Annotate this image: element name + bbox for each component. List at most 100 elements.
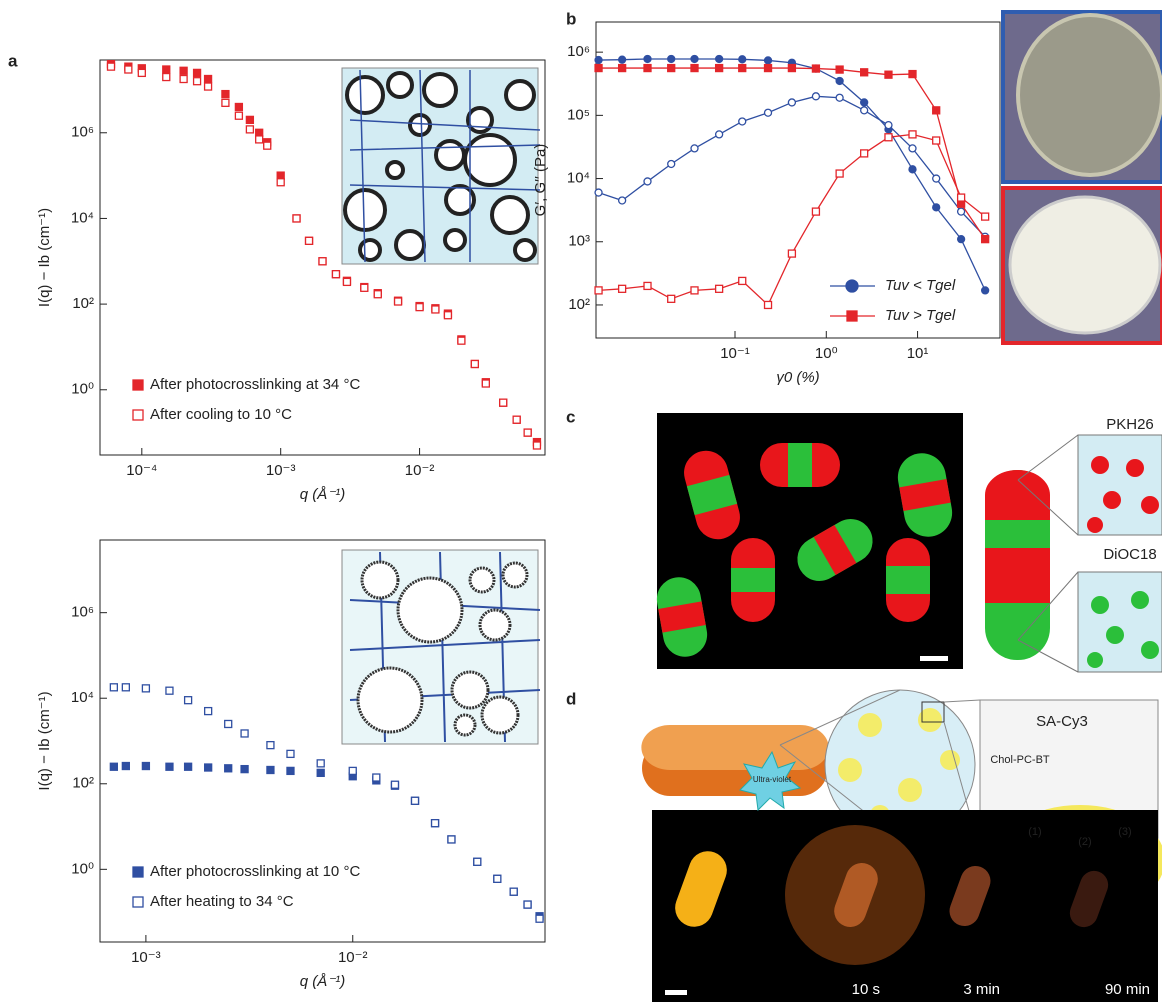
point (163, 74, 170, 81)
legend-label: Tuv < Tgel (885, 277, 956, 294)
point (716, 131, 723, 138)
point (885, 134, 892, 141)
point (287, 767, 294, 774)
point (277, 172, 284, 179)
point (185, 763, 192, 770)
y-tick-label: 10⁴ (71, 209, 94, 226)
panel-label: d (566, 689, 576, 708)
point (391, 781, 398, 788)
panel-label: b (566, 9, 576, 28)
label: Chol-PC-BT (990, 754, 1050, 766)
point (225, 720, 232, 727)
point (267, 766, 274, 773)
point (982, 236, 989, 243)
point (958, 194, 965, 201)
point (471, 360, 478, 367)
point (958, 208, 965, 215)
point (343, 278, 350, 285)
point (180, 76, 187, 83)
y-tick-label: 10⁴ (567, 170, 590, 187)
point (885, 71, 892, 78)
point (691, 145, 698, 152)
point (836, 66, 843, 73)
x-axis-label: q (Å⁻¹) (300, 973, 345, 990)
y-tick-label: 10⁰ (71, 860, 94, 877)
y-tick-label: 10² (72, 775, 94, 792)
label: (2) (1078, 836, 1091, 848)
x-tick-label: 10⁻³ (266, 462, 296, 479)
point (432, 306, 439, 313)
label: SA-Cy3 (1036, 713, 1088, 730)
point (982, 287, 989, 294)
point (909, 131, 916, 138)
point (691, 55, 698, 62)
y-tick-label: 10⁰ (71, 381, 94, 398)
point (194, 78, 201, 85)
legend-label: After heating to 34 °C (150, 893, 294, 910)
point (836, 77, 843, 84)
y-axis-label: G′, G′′ (Pa) (532, 144, 549, 217)
point (166, 763, 173, 770)
point (205, 76, 212, 83)
point (619, 285, 626, 292)
point (166, 687, 173, 694)
point (668, 65, 675, 72)
y-tick-label: 10² (568, 296, 590, 313)
point (138, 69, 145, 76)
label: 10 s (852, 981, 880, 998)
point (222, 91, 229, 98)
point (644, 282, 651, 289)
legend-marker (133, 410, 143, 420)
point (205, 708, 212, 715)
point (267, 742, 274, 749)
x-tick-label: 10⁻³ (131, 949, 161, 966)
point (668, 295, 675, 302)
x-tick-label: 10⁻¹ (720, 345, 750, 362)
point (194, 69, 201, 76)
point (885, 122, 892, 129)
point (319, 258, 326, 265)
point (595, 65, 602, 72)
inset-bottom (342, 550, 540, 744)
panel-label: c (566, 407, 575, 426)
legend-label: Tuv > Tgel (885, 307, 956, 324)
point (536, 915, 543, 922)
point (909, 145, 916, 152)
label: PKH26 (1106, 416, 1154, 433)
x-axis-label: q (Å⁻¹) (300, 486, 345, 503)
point (374, 291, 381, 298)
point (861, 69, 868, 76)
point (349, 767, 356, 774)
point (235, 112, 242, 119)
legend-marker (133, 867, 143, 877)
point (739, 277, 746, 284)
point (788, 65, 795, 72)
point (458, 337, 465, 344)
point (861, 99, 868, 106)
point (222, 99, 229, 106)
point (861, 150, 868, 157)
point (416, 304, 423, 311)
point (765, 65, 772, 72)
point (836, 170, 843, 177)
point (812, 208, 819, 215)
point (306, 237, 313, 244)
point (668, 55, 675, 62)
y-tick-label: 10⁵ (567, 106, 590, 123)
point (142, 685, 149, 692)
y-axis-label: I(q) − Ib (cm⁻¹) (36, 691, 53, 790)
x-tick-label: 10⁰ (815, 345, 838, 362)
x-tick-label: 10¹ (907, 345, 929, 362)
point (361, 284, 368, 291)
micrograph (653, 413, 963, 669)
point (933, 204, 940, 211)
point (110, 684, 117, 691)
point (205, 83, 212, 90)
point (788, 99, 795, 106)
point (180, 67, 187, 74)
point (448, 836, 455, 843)
legend-label: After photocrosslinking at 10 °C (150, 863, 360, 880)
inset-top (342, 68, 540, 264)
legend-label: After cooling to 10 °C (150, 406, 292, 423)
point (716, 65, 723, 72)
